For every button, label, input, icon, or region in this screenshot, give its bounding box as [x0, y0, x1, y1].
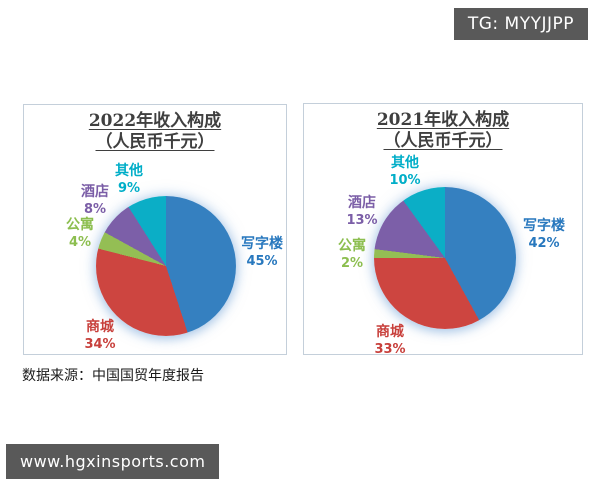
chart-2022-panel: 2022年收入构成 （人民币千元） 其他 9% 酒店 8% 公寓 4% 写字楼 … — [23, 104, 287, 355]
slice-label-text: 公寓 — [66, 217, 94, 233]
slice-label-value: 33% — [374, 342, 406, 357]
pie-2022 — [96, 196, 236, 336]
slice-label-text: 商城 — [376, 324, 404, 340]
slice-label-2022-qita: 其他 9% — [115, 163, 143, 197]
slice-label-text: 公寓 — [338, 238, 366, 254]
slice-label-text: 酒店 — [348, 195, 376, 211]
slice-label-2022-jiudian: 酒店 8% — [81, 184, 109, 218]
slice-label-2021-qita: 其他 10% — [389, 155, 420, 189]
bottom-watermark-banner: www.hgxinsports.com — [6, 444, 220, 479]
chart-2022-title-line2: （人民币千元） — [95, 132, 215, 152]
slice-label-2022-xiezilou: 写字楼 45% — [241, 236, 283, 270]
slice-label-value: 4% — [68, 235, 92, 250]
slice-label-value: 2% — [340, 256, 364, 271]
slice-label-2021-shangcheng: 商城 33% — [374, 324, 405, 358]
slice-label-value: 34% — [84, 337, 116, 352]
slice-label-value: 45% — [246, 254, 278, 269]
slice-label-2022-gongyu: 公寓 4% — [66, 217, 94, 251]
slice-label-2021-jiudian: 酒店 13% — [346, 195, 377, 229]
slice-label-value: 13% — [346, 213, 378, 228]
slice-label-text: 其他 — [115, 163, 143, 179]
chart-2021-title-line1: 2021年收入构成 — [376, 110, 510, 130]
chart-2021-title-line2: （人民币千元） — [383, 131, 503, 151]
pie-2021 — [374, 187, 516, 329]
slice-label-text: 写字楼 — [523, 218, 565, 234]
slice-label-2022-shangcheng: 商城 34% — [84, 319, 115, 353]
slice-label-text: 写字楼 — [241, 236, 283, 252]
slice-label-value: 10% — [389, 173, 421, 188]
chart-2021-title: 2021年收入构成 （人民币千元） — [304, 110, 582, 152]
slice-label-text: 酒店 — [81, 184, 109, 200]
slice-label-text: 商城 — [86, 319, 114, 335]
chart-2021-panel: 2021年收入构成 （人民币千元） 其他 10% 酒店 13% 公寓 2% 写字… — [303, 103, 583, 358]
chart-2022-title-line1: 2022年收入构成 — [88, 111, 222, 131]
slice-label-2021-xiezilou: 写字楼 42% — [523, 218, 565, 252]
slice-label-value: 42% — [528, 236, 560, 251]
chart-2022-title: 2022年收入构成 （人民币千元） — [24, 111, 286, 153]
top-watermark-banner: TG: MYYJJPP — [453, 8, 588, 40]
slice-label-text: 其他 — [391, 155, 419, 171]
data-source-note: 数据来源：中国国贸年度报告 — [22, 368, 204, 384]
slice-label-value: 8% — [83, 202, 107, 217]
slice-label-2021-gongyu: 公寓 2% — [338, 238, 366, 272]
slice-label-value: 9% — [117, 181, 141, 196]
